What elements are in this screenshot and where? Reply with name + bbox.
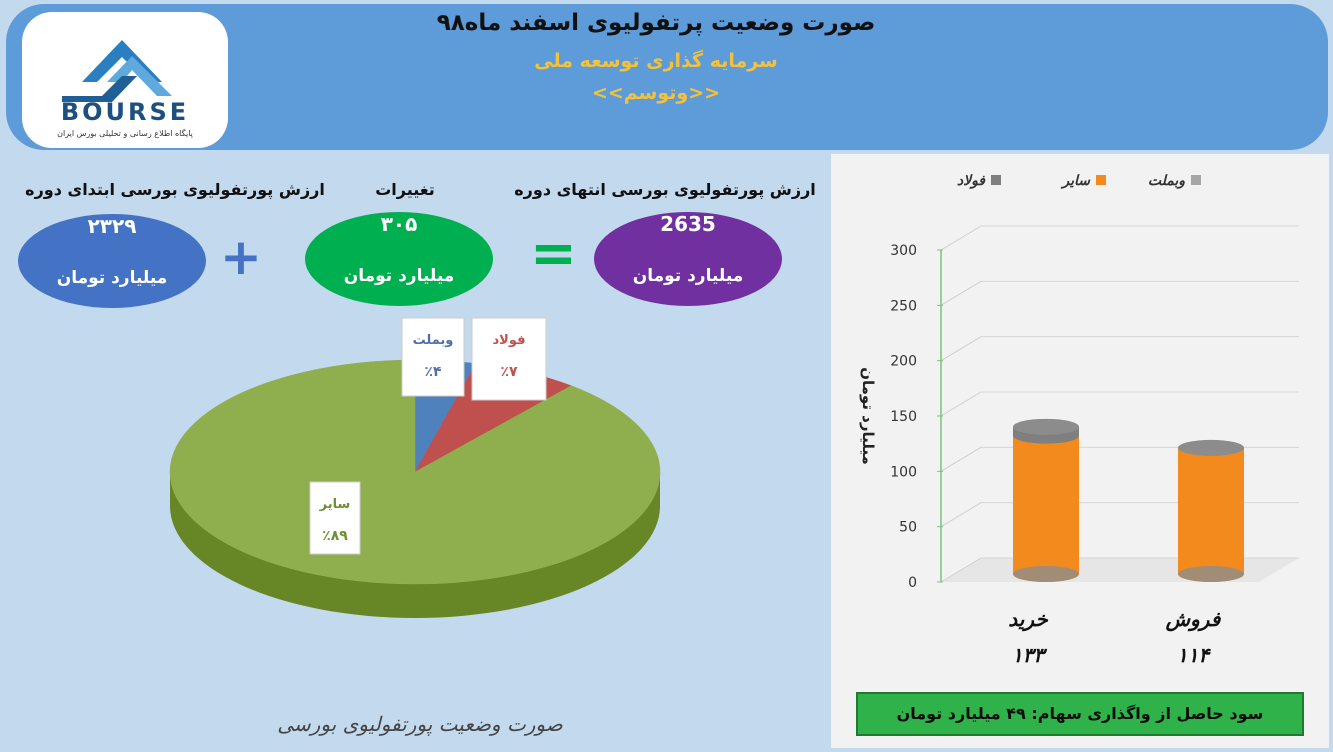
category-total: ۱۱۴ [1177, 643, 1211, 667]
y-axis-label: میلیارد تومان [859, 367, 877, 465]
bar-top [1178, 439, 1244, 456]
chart-floor [941, 558, 1299, 582]
category-label: فروش [1165, 607, 1222, 632]
category-label: خرید [1008, 607, 1048, 632]
y-tick-label: 50 [899, 520, 917, 536]
pie-label-4: وبملت ٪۴ [401, 317, 465, 397]
grid-diag [940, 446, 982, 472]
start-unit: میلیارد تومان [56, 268, 168, 288]
legend-swatch [991, 175, 1001, 185]
pie-label-value: ٪۷ [500, 364, 518, 380]
y-tick-label: 200 [890, 354, 917, 370]
change-value: ۳۰۵ [380, 212, 418, 236]
pie-label-89: سایر ٪۸۹ [309, 481, 361, 555]
logo-icon: BOURSE پایگاه اطلاع رسانی و تحلیلی بورس … [57, 40, 193, 138]
legend-swatch [1096, 175, 1106, 185]
legend-label: وبملت [1148, 173, 1185, 189]
end-unit: میلیارد تومان [632, 266, 744, 286]
pie-edge [170, 472, 660, 618]
legend-label: فولاد [957, 173, 986, 189]
pie-label-7: فولاد ٪۷ [471, 317, 547, 401]
end-value-label: ارزش پورتفولیوی بورسی انتهای دوره [514, 180, 816, 199]
pie-label-value: ٪۴ [424, 364, 442, 380]
category-total: ۱۳۳ [1012, 643, 1047, 667]
pie-label-box [471, 317, 547, 401]
header-banner: BOURSE پایگاه اطلاع رسانی و تحلیلی بورس … [6, 4, 1328, 150]
pie-label-name: سایر [319, 497, 351, 512]
equals-sign: = [530, 221, 577, 286]
pie-caption: صورت وضعیت پورتفولیوی بورسی [277, 712, 563, 736]
grid-diag [940, 502, 982, 528]
y-tick-label: 300 [890, 243, 917, 259]
portfolio-pie-chart: وبملت ٪۴ فولاد ٪۷ سایر ٪۸۹ [169, 317, 661, 618]
bar-base [1178, 566, 1244, 582]
change-value-ellipse: ۳۰۵ میلیارد تومان [305, 212, 493, 306]
pie-label-name: فولاد [492, 333, 525, 348]
y-tick-label: 250 [890, 298, 917, 314]
start-value-ellipse: ۲۳۲۹ میلیارد تومان [18, 214, 206, 308]
legend-swatch [1191, 175, 1201, 185]
pie-label-name: وبملت [413, 333, 454, 348]
change-label: تغییرات [375, 180, 435, 199]
bar-top [1013, 418, 1079, 435]
page-title: صورت وضعیت پرتفولیوی اسفند ماه۹۸ [436, 10, 876, 36]
change-unit: میلیارد تومان [343, 266, 455, 286]
symbol-label: <<وتوسم>> [591, 82, 721, 104]
bar-group-0: خرید ۱۳۳ [1008, 418, 1079, 667]
grid-diag [940, 225, 982, 251]
bar-segment [1178, 447, 1244, 582]
plus-sign: + [220, 228, 262, 286]
pie-label-box [401, 317, 465, 397]
end-value-ellipse: 2635 میلیارد تومان [594, 212, 782, 306]
grid-diag [940, 336, 982, 362]
pie-label-value: ٪۸۹ [322, 528, 348, 544]
bar-legend: وبملت سایر فولاد [957, 173, 1201, 189]
bourse-logo: BOURSE پایگاه اطلاع رسانی و تحلیلی بورس … [22, 12, 228, 148]
bar-segment [1013, 435, 1079, 582]
end-value: 2635 [660, 212, 716, 236]
pie-label-box [309, 481, 361, 555]
profit-box: سود حاصل از واگذاری سهام: ۴۹ میلیارد توم… [856, 692, 1304, 736]
grid-diag [940, 391, 982, 417]
page-subtitle: سرمایه گذاری توسعه ملی [534, 50, 778, 72]
grid-diag [940, 280, 982, 306]
y-tick-label: 0 [908, 575, 917, 591]
bar-base [1013, 566, 1079, 582]
trade-chart-panel [831, 154, 1329, 748]
logo-tagline: پایگاه اطلاع رسانی و تحلیلی بورس ایران [57, 128, 193, 138]
legend-label: سایر [1060, 173, 1091, 189]
pie-slice-89 [169, 359, 661, 585]
start-value-label: ارزش پورتفولیوی بورسی ابتدای دوره [25, 180, 325, 199]
y-tick-label: 150 [890, 409, 917, 425]
y-tick-label: 100 [890, 464, 917, 480]
logo-text: BOURSE [61, 98, 189, 126]
pie-side [170, 472, 660, 618]
start-value: ۲۳۲۹ [87, 214, 137, 238]
grid-diag [940, 557, 982, 583]
trade-bar-chart: وبملت سایر فولاد 0 50 100 150 200 250 300 میلیارد … [859, 173, 1299, 667]
bar-group-1: فروش ۱۱۴ [1165, 439, 1244, 667]
